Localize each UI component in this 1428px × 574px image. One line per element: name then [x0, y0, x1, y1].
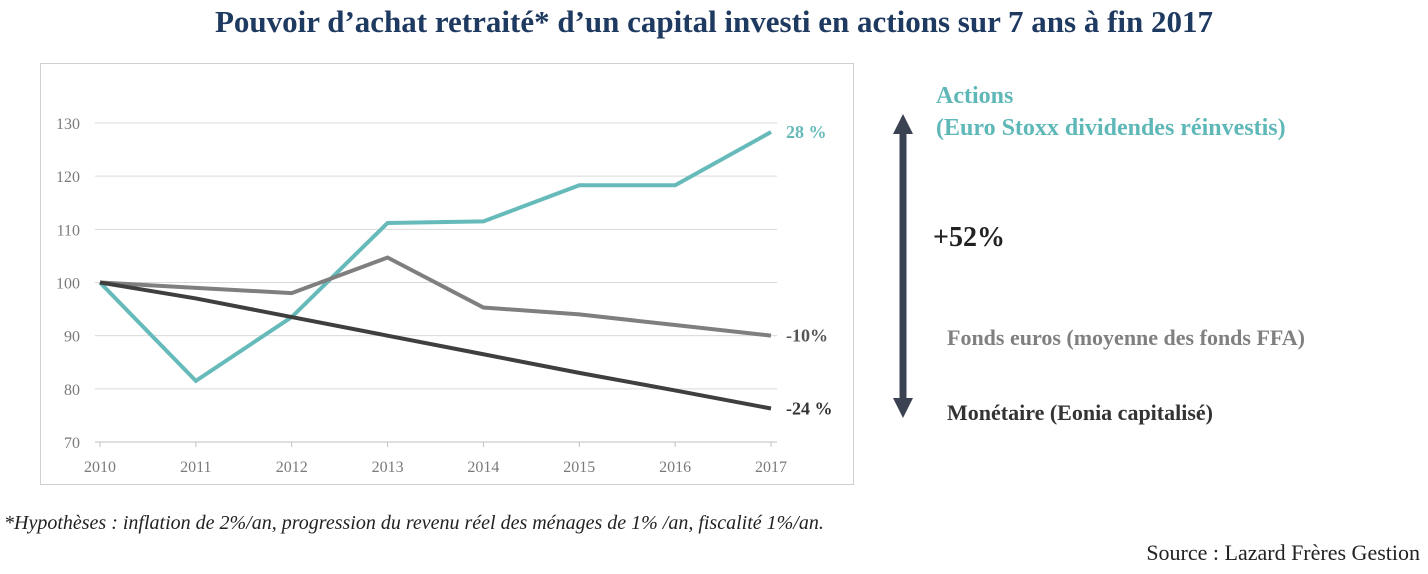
- legend-actions-line2: (Euro Stoxx dividendes réinvestis): [936, 115, 1286, 141]
- end-label-fonds-euros: -10%: [786, 326, 828, 346]
- legend-actions: Actions (Euro Stoxx dividendes réinvesti…: [936, 80, 1286, 144]
- x-tick-label: 2012: [276, 459, 308, 476]
- y-tick-label: 90: [64, 329, 80, 346]
- x-tick-label: 2015: [563, 459, 595, 476]
- y-tick-label: 110: [57, 222, 80, 239]
- x-tick-label: 2013: [372, 459, 404, 476]
- x-tick-label: 2010: [84, 459, 116, 476]
- y-tick-label: 70: [64, 435, 80, 452]
- legend-actions-line1: Actions: [936, 83, 1014, 109]
- x-tick-label: 2017: [755, 459, 787, 476]
- end-label-monetaire: -24 %: [786, 399, 833, 419]
- series-line-actions: [98, 130, 772, 384]
- performance-gap: +52%: [933, 222, 1005, 253]
- series-line-fonds-euros: [99, 255, 772, 338]
- footnote: *Hypothèses : inflation de 2%/an, progre…: [4, 512, 824, 534]
- chart-title: Pouvoir d’achat retraité* d’un capital i…: [214, 4, 1214, 39]
- series-line-monetaire: [99, 280, 772, 411]
- chart-frame: [40, 63, 854, 485]
- x-tick-label: 2011: [180, 459, 211, 476]
- arrow-down-icon: [893, 398, 913, 418]
- y-tick-label: 120: [56, 169, 80, 186]
- legend-fonds-euros: Fonds euros (moyenne des fonds FFA): [947, 325, 1305, 350]
- legend-monetaire: Monétaire (Eonia capitalisé): [947, 400, 1213, 425]
- y-tick-label: 130: [56, 116, 80, 133]
- y-tick-label: 80: [64, 382, 80, 399]
- x-tick-label: 2016: [659, 459, 691, 476]
- line-chart: 70 80 90 100 110 120 130 2010 2011 2012 2013 2014 20…: [56, 116, 833, 476]
- y-tick-label: 100: [56, 276, 80, 293]
- source-note: Source : Lazard Frères Gestion: [1146, 540, 1420, 565]
- end-label-actions: 28 %: [786, 122, 827, 142]
- arrow-up-icon: [893, 114, 913, 134]
- x-tick-label: 2014: [467, 459, 499, 476]
